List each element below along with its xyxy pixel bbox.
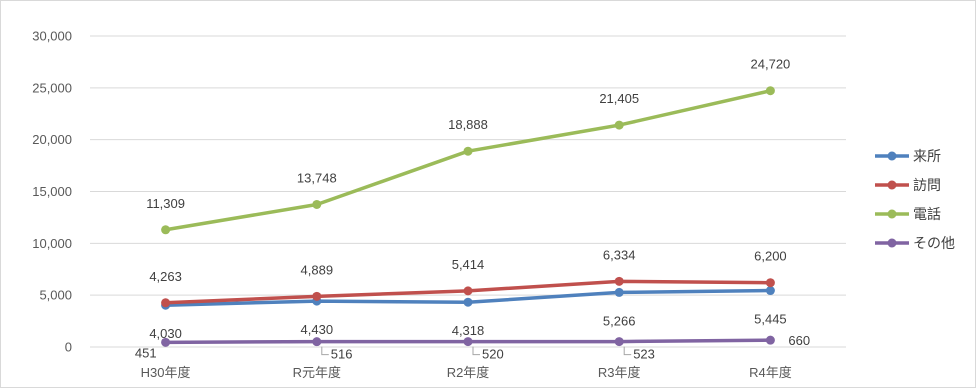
data-label: 21,405 bbox=[599, 91, 639, 106]
gridlines bbox=[90, 35, 846, 348]
data-label: 18,888 bbox=[448, 117, 488, 132]
data-point bbox=[463, 146, 473, 156]
data-label: 6,200 bbox=[754, 249, 787, 264]
data-point bbox=[614, 276, 624, 286]
y-tick-label: 10,000 bbox=[32, 236, 72, 251]
data-point bbox=[765, 278, 775, 288]
data-point bbox=[161, 337, 171, 347]
data-point bbox=[614, 287, 624, 297]
legend-swatch-marker bbox=[887, 238, 897, 248]
legend-swatch-marker bbox=[887, 209, 897, 219]
legend-swatch-marker bbox=[887, 151, 897, 161]
data-label: 523 bbox=[633, 347, 655, 362]
data-label: 5,414 bbox=[452, 257, 485, 272]
data-label: 4,030 bbox=[149, 326, 182, 341]
x-tick-label: H30年度 bbox=[141, 365, 191, 380]
y-tick-label: 20,000 bbox=[32, 132, 72, 147]
data-label: 516 bbox=[331, 347, 353, 362]
data-label: 451 bbox=[135, 345, 157, 360]
data-label: 13,748 bbox=[297, 170, 337, 185]
leader-line bbox=[623, 346, 632, 356]
y-tick-label: 0 bbox=[65, 340, 72, 355]
data-label: 520 bbox=[482, 347, 504, 362]
data-point bbox=[614, 337, 624, 347]
data-point bbox=[312, 337, 322, 347]
leader-line bbox=[321, 346, 329, 356]
data-label: 4,430 bbox=[301, 322, 334, 337]
legend-swatch-marker bbox=[887, 180, 897, 190]
data-label: 11,309 bbox=[146, 196, 185, 211]
x-axis-ticks: H30年度 R元年度 R2年度 R3年度 R4年度 bbox=[141, 365, 792, 380]
data-label: 5,445 bbox=[754, 312, 787, 327]
y-tick-label: 25,000 bbox=[32, 80, 72, 95]
legend-label: その他 bbox=[913, 235, 955, 251]
data-labels: 4,030 4,430 4,318 5,266 5,445 4,263 4,889 5,414… bbox=[135, 57, 810, 362]
x-tick-label: R2年度 bbox=[447, 365, 490, 380]
data-label: 660 bbox=[788, 333, 810, 348]
data-label: 6,334 bbox=[603, 247, 636, 262]
y-axis-ticks: 0 5,000 10,000 15,000 20,000 25,000 30,000 bbox=[32, 29, 72, 355]
data-point bbox=[765, 86, 775, 96]
data-point bbox=[312, 199, 322, 209]
y-tick-label: 5,000 bbox=[39, 288, 72, 303]
x-tick-label: R3年度 bbox=[598, 365, 641, 380]
data-label: 4,263 bbox=[149, 269, 182, 284]
series-lines bbox=[161, 86, 775, 347]
data-point bbox=[765, 335, 775, 345]
data-point bbox=[463, 297, 473, 307]
y-tick-label: 30,000 bbox=[32, 29, 72, 44]
legend-label: 来所 bbox=[913, 148, 941, 164]
legend-label: 電話 bbox=[913, 206, 941, 222]
leader-line bbox=[472, 346, 480, 356]
data-point bbox=[463, 286, 473, 296]
data-label: 5,266 bbox=[603, 313, 636, 328]
data-label: 24,720 bbox=[751, 57, 791, 72]
series-line bbox=[165, 89, 771, 232]
data-point bbox=[614, 120, 624, 130]
data-point bbox=[463, 337, 473, 347]
x-tick-label: R4年度 bbox=[749, 365, 792, 380]
data-point bbox=[161, 298, 171, 308]
legend-label: 訪問 bbox=[913, 177, 941, 193]
y-tick-label: 15,000 bbox=[32, 184, 72, 199]
data-point bbox=[312, 291, 322, 301]
data-point bbox=[765, 286, 775, 296]
data-label: 4,318 bbox=[452, 323, 485, 338]
data-label: 4,889 bbox=[301, 262, 334, 277]
x-tick-label: R元年度 bbox=[293, 365, 341, 380]
data-point bbox=[161, 225, 171, 235]
